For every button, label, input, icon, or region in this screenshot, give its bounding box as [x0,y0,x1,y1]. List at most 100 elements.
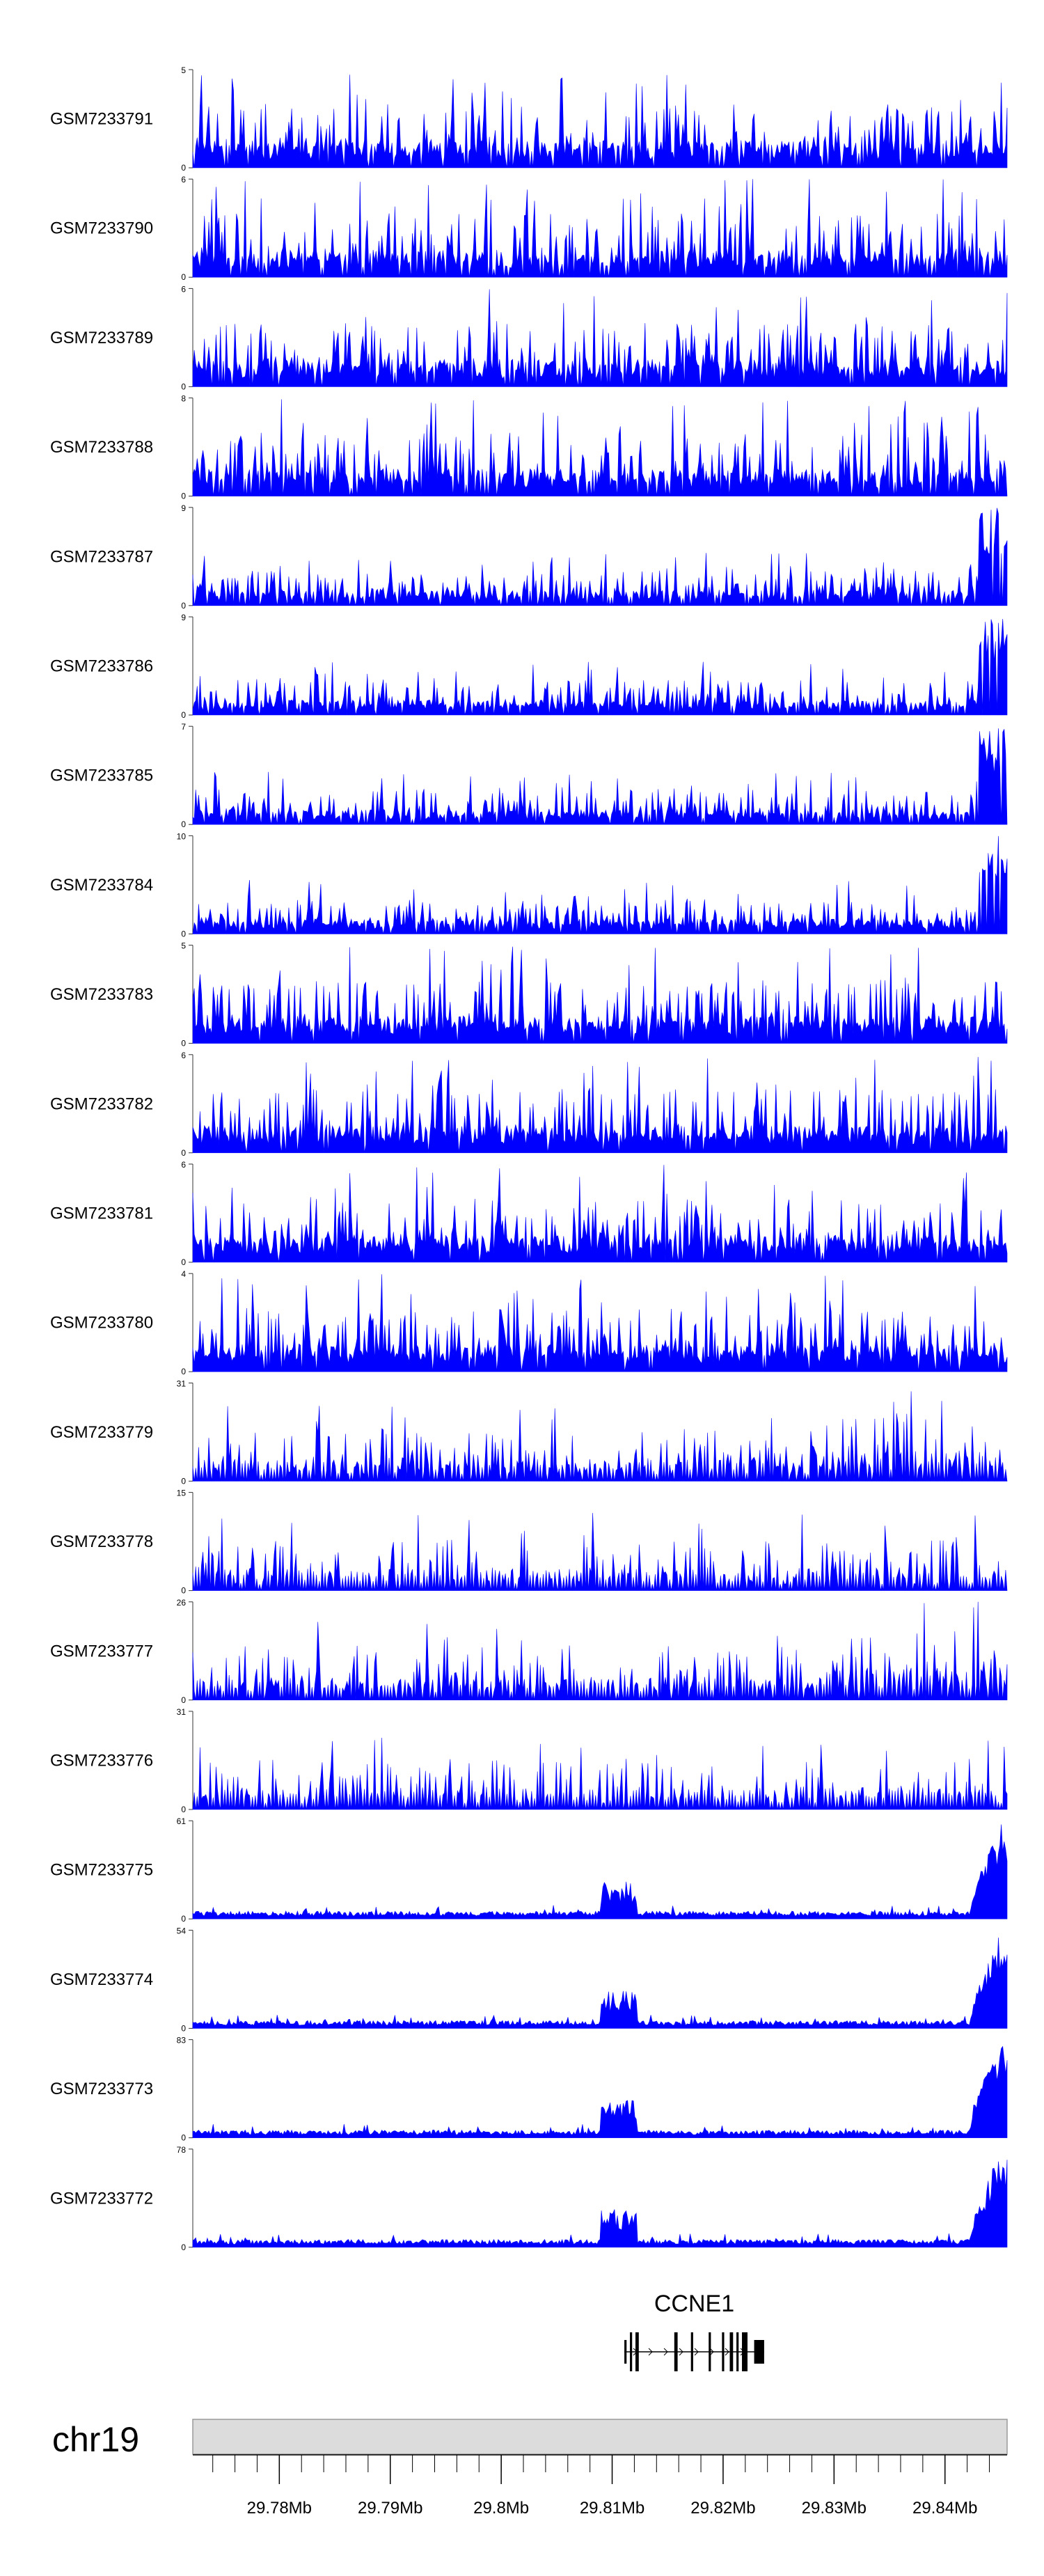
y-max-label: 6 [181,1051,186,1060]
y-min-label: 0 [181,2023,186,2033]
y-min-label: 0 [181,929,186,938]
track-GSM7233776: GSM7233776 31 0 [50,1707,1008,1814]
y-min-label: 0 [181,1257,186,1267]
track-GSM7233774: GSM7233774 54 0 [50,1926,1008,2033]
track-label: GSM7233791 [50,110,153,129]
coverage-area-GSM7233779 [192,1391,1008,1482]
track-label: GSM7233785 [50,767,153,785]
gene-exon [709,2332,711,2371]
strand-arrow [694,2348,699,2356]
y-min-label: 0 [181,1914,186,1924]
track-GSM7233779: GSM7233779 31 0 [50,1379,1008,1486]
coverage-area-GSM7233782 [192,1057,1008,1154]
strand-arrow [648,2348,653,2356]
track-label: GSM7233780 [50,1314,153,1333]
track-label: GSM7233777 [50,1642,153,1660]
track-GSM7233781: GSM7233781 6 0 [50,1160,1008,1267]
gene-exon [630,2332,633,2371]
track-label: GSM7233773 [50,2080,153,2098]
track-GSM7233785: GSM7233785 7 0 [50,722,1008,829]
y-min-label: 0 [181,382,186,391]
coverage-area-GSM7233789 [192,289,1008,387]
y-min-label: 0 [181,1586,186,1596]
x-tick-label: 29.82Mb [690,2499,755,2518]
y-max-label: 26 [177,1598,187,1608]
track-label: GSM7233790 [50,219,153,238]
track-GSM7233791: GSM7233791 5 0 [50,65,1008,173]
strand-arrow [679,2348,683,2356]
y-max-label: 9 [181,613,186,622]
y-max-label: 31 [177,1379,187,1388]
y-max-label: 6 [181,1160,186,1170]
track-label: GSM7233775 [50,1861,153,1880]
track-label: GSM7233786 [50,657,153,676]
coverage-area-GSM7233776 [192,1737,1008,1810]
y-max-label: 83 [177,2036,187,2045]
y-min-label: 0 [181,819,186,829]
coverage-area-GSM7233775 [192,1824,1008,1919]
y-min-label: 0 [181,710,186,720]
gene-exon [736,2332,739,2371]
y-max-label: 78 [177,2145,187,2155]
y-max-label: 10 [177,831,187,841]
coverage-area-GSM7233774 [192,1937,1008,2029]
track-label: GSM7233781 [50,1204,153,1223]
y-min-label: 0 [181,163,186,173]
track-GSM7233784: GSM7233784 10 0 [50,831,1008,938]
track-label: GSM7233779 [50,1423,153,1442]
track-label: GSM7233782 [50,1094,153,1113]
coverage-area-GSM7233773 [192,2045,1008,2138]
ideogram-bar [192,2419,1008,2455]
y-max-label: 8 [181,394,186,404]
track-GSM7233789: GSM7233789 6 0 [50,284,1008,391]
x-tick-label: 29.8Mb [473,2499,529,2518]
y-max-label: 7 [181,722,186,732]
coverage-area-GSM7233781 [192,1165,1008,1263]
gene-exon [674,2332,678,2371]
coverage-area-GSM7233786 [192,618,1008,716]
strand-arrow [663,2348,668,2356]
strand-arrow [725,2348,729,2356]
y-min-label: 0 [181,492,186,501]
y-min-label: 0 [181,1367,186,1376]
coverage-area-GSM7233778 [192,1513,1008,1591]
chromosome-label: chr19 [52,2420,139,2459]
y-min-label: 0 [181,2243,186,2252]
signal-tracks: GSM723379150GSM723379060GSM723378960GSM7… [50,65,1008,2252]
track-label: GSM7233783 [50,985,153,1004]
coverage-area-GSM7233780 [192,1274,1008,1372]
x-tick-label: 29.78Mb [247,2499,312,2518]
track-label: GSM7233772 [50,2189,153,2208]
y-min-label: 0 [181,1148,186,1158]
track-GSM7233772: GSM7233772 78 0 [50,2145,1008,2252]
track-GSM7233778: GSM7233778 15 0 [50,1489,1008,1596]
y-max-label: 4 [181,1269,186,1279]
coverage-area-GSM7233777 [192,1601,1008,1701]
gene-exon [754,2340,764,2364]
coverage-area-GSM7233772 [192,2160,1008,2248]
y-min-label: 0 [181,2133,186,2143]
x-tick-label: 29.83Mb [802,2499,867,2518]
y-max-label: 5 [181,65,186,75]
gene-exon [690,2332,693,2371]
track-GSM7233790: GSM7233790 6 0 [50,175,1008,282]
gene-exon [635,2332,639,2371]
track-GSM7233787: GSM7233787 9 0 [50,503,1008,611]
genome-axis: chr19 29.78Mb 29.79Mb 29.8Mb 29.81Mb 29.82Mb 2… [52,2419,1008,2518]
track-GSM7233777: GSM7233777 26 0 [50,1598,1008,1705]
track-GSM7233775: GSM7233775 61 0 [50,1816,1008,1924]
track-GSM7233788: GSM7233788 8 0 [50,394,1008,501]
gene-name-label: CCNE1 [654,2291,734,2317]
track-GSM7233782: GSM7233782 6 0 [50,1051,1008,1158]
coverage-area-GSM7233791 [192,74,1008,168]
gene-exon [722,2332,725,2371]
coverage-area-GSM7233787 [192,508,1008,606]
y-min-label: 0 [181,1039,186,1049]
y-min-label: 0 [181,601,186,611]
y-max-label: 54 [177,1926,187,1935]
track-label: GSM7233787 [50,547,153,566]
coverage-area-GSM7233788 [192,399,1008,496]
x-tick-label: 29.81Mb [580,2499,644,2518]
track-GSM7233773: GSM7233773 83 0 [50,2036,1008,2143]
gene-track: CCNE1 [624,2291,764,2371]
